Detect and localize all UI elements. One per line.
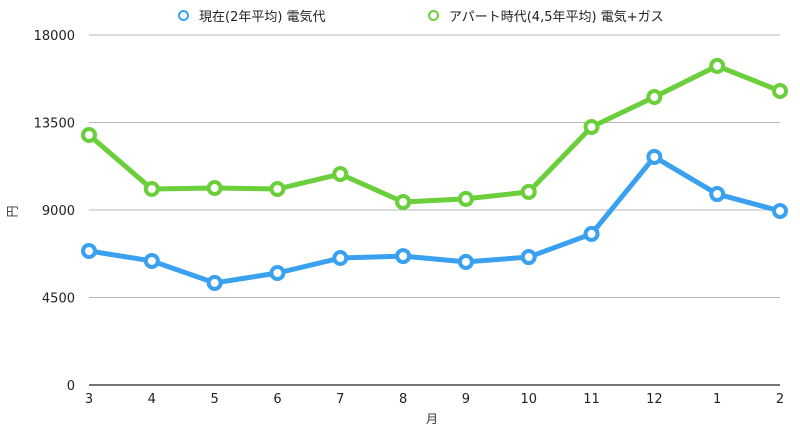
- data-point-marker: [269, 181, 286, 197]
- chart-legend: 現在(2年平均) 電気代 アパート時代(4,5年平均) 電気+ガス: [0, 6, 800, 25]
- x-tick-label: 10: [520, 392, 537, 407]
- y-axis-ticks: 0 4500 9000 13500 18000: [34, 29, 75, 394]
- y-tick-label: 18000: [34, 29, 75, 44]
- y-axis-title: 円: [5, 205, 20, 218]
- legend-item-current: 現在(2年平均) 電気代: [178, 6, 326, 25]
- y-tick-label: 4500: [42, 292, 75, 307]
- y-tick-label: 13500: [34, 117, 75, 132]
- legend-label-apartment: アパート時代(4,5年平均) 電気+ガス: [449, 10, 664, 25]
- gridlines: [89, 34, 780, 386]
- data-point-marker: [520, 183, 537, 200]
- y-tick-label: 0: [67, 379, 75, 394]
- data-point-marker: [143, 252, 160, 269]
- x-tick-label: 7: [336, 392, 344, 407]
- data-point-marker: [143, 181, 160, 197]
- data-point-marker: [395, 194, 412, 211]
- data-point-marker: [457, 253, 474, 270]
- x-tick-label: 3: [85, 392, 93, 407]
- data-point-marker: [520, 249, 537, 266]
- x-tick-label: 9: [462, 392, 470, 407]
- data-point-marker: [206, 274, 223, 291]
- x-tick-label: 6: [273, 392, 281, 407]
- legend-marker-blue-icon: [178, 10, 189, 21]
- series-line: [86, 154, 783, 286]
- data-point-marker: [206, 180, 223, 197]
- series-0: [81, 148, 788, 291]
- data-point-marker: [81, 243, 97, 260]
- data-point-marker: [332, 250, 349, 267]
- x-axis-ticks: 3 4 5 6 7 8 9 10 11 12 1 2: [85, 392, 784, 407]
- data-point-marker: [583, 118, 600, 135]
- x-tick-label: 11: [583, 392, 600, 407]
- data-point-marker: [709, 57, 726, 74]
- data-point-marker: [709, 186, 726, 203]
- data-point-marker: [269, 265, 286, 281]
- data-point-marker: [583, 225, 600, 242]
- data-point-marker: [772, 83, 788, 99]
- x-tick-label: 8: [399, 392, 407, 407]
- y-tick-label: 9000: [42, 204, 75, 219]
- x-axis-title: 月: [426, 412, 439, 426]
- data-point-marker: [646, 89, 663, 106]
- legend-marker-green-icon: [428, 10, 439, 21]
- x-tick-label: 5: [210, 392, 218, 407]
- series-1: [81, 57, 788, 211]
- data-point-marker: [81, 126, 97, 143]
- x-tick-label: 2: [776, 392, 784, 407]
- legend-label-current: 現在(2年平均) 電気代: [199, 10, 326, 25]
- data-point-marker: [395, 248, 412, 265]
- x-tick-label: 4: [148, 392, 156, 407]
- data-point-marker: [457, 190, 474, 207]
- data-series: [81, 57, 788, 291]
- data-point-marker: [332, 166, 349, 183]
- series-line: [86, 63, 783, 205]
- data-point-marker: [772, 202, 788, 219]
- data-point-marker: [646, 148, 663, 165]
- legend-item-apartment: アパート時代(4,5年平均) 電気+ガス: [428, 6, 664, 25]
- x-tick-label: 12: [646, 392, 663, 407]
- x-tick-label: 1: [713, 392, 721, 407]
